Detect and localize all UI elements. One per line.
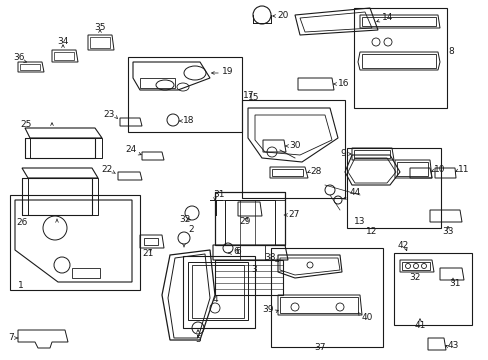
Bar xyxy=(10,195,140,290)
Text: 35: 35 xyxy=(94,23,105,32)
Text: 25: 25 xyxy=(20,121,31,130)
Text: 43: 43 xyxy=(447,342,458,351)
Bar xyxy=(393,253,471,325)
Text: 34: 34 xyxy=(57,37,68,46)
Text: 37: 37 xyxy=(314,343,325,352)
Bar xyxy=(183,256,254,328)
Text: 28: 28 xyxy=(309,167,321,176)
Text: 40: 40 xyxy=(361,314,373,323)
Text: 12: 12 xyxy=(366,228,377,237)
Text: 41: 41 xyxy=(413,320,425,329)
Text: 3: 3 xyxy=(250,265,256,274)
Text: 38: 38 xyxy=(264,253,275,262)
Text: 31: 31 xyxy=(448,279,460,288)
Text: 33: 33 xyxy=(441,228,453,237)
Bar xyxy=(128,57,242,132)
Text: 13: 13 xyxy=(353,217,365,226)
Text: 14: 14 xyxy=(381,13,392,22)
Text: 26: 26 xyxy=(16,219,27,228)
Text: 6: 6 xyxy=(235,248,240,256)
Text: 19: 19 xyxy=(222,68,233,77)
Bar xyxy=(242,100,345,198)
Text: 16: 16 xyxy=(337,78,349,87)
Text: 18: 18 xyxy=(183,117,194,126)
Text: 10: 10 xyxy=(433,166,445,175)
Text: 27: 27 xyxy=(287,211,299,220)
Text: 22: 22 xyxy=(102,166,113,175)
Text: 24: 24 xyxy=(125,145,137,154)
Text: 29: 29 xyxy=(239,217,250,226)
Text: 32: 32 xyxy=(179,216,190,225)
Text: 42: 42 xyxy=(397,240,408,249)
Text: 23: 23 xyxy=(103,111,115,120)
Text: 17: 17 xyxy=(243,90,254,99)
Bar xyxy=(270,248,382,347)
Text: 7: 7 xyxy=(8,333,14,342)
Text: 32: 32 xyxy=(408,274,420,283)
Text: 36: 36 xyxy=(13,54,24,63)
Text: 15: 15 xyxy=(247,93,259,102)
Text: 20: 20 xyxy=(276,12,288,21)
Text: 21: 21 xyxy=(142,248,153,257)
Text: 11: 11 xyxy=(457,166,468,175)
Text: 6: 6 xyxy=(232,248,238,256)
Text: 2: 2 xyxy=(187,225,193,234)
Bar xyxy=(353,8,446,108)
Text: 1: 1 xyxy=(18,280,24,289)
Text: 4: 4 xyxy=(212,296,217,305)
Text: 9: 9 xyxy=(340,149,346,158)
Text: 44: 44 xyxy=(349,189,361,198)
Bar xyxy=(346,148,440,228)
Text: 39: 39 xyxy=(262,306,273,315)
Text: 5: 5 xyxy=(195,336,201,345)
Text: 8: 8 xyxy=(447,48,453,57)
Text: 30: 30 xyxy=(288,141,300,150)
Text: 31: 31 xyxy=(213,190,224,199)
